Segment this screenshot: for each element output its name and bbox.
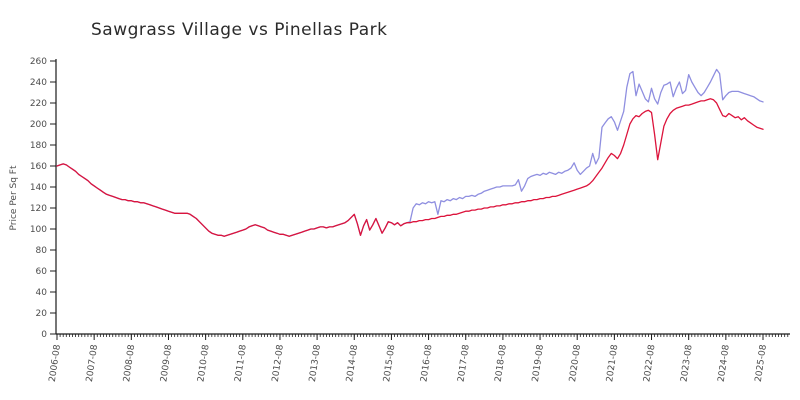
y-tick-label: 180 <box>30 141 47 151</box>
x-tick-label: 2013-08 <box>308 344 323 383</box>
x-tick-label: 2022-08 <box>642 344 657 383</box>
x-tick-label: 2025-08 <box>754 344 769 383</box>
x-tick-label: 2016-08 <box>419 344 434 383</box>
y-tick-label: 220 <box>30 99 47 109</box>
x-tick-label: 2019-08 <box>531 344 546 383</box>
x-tick-label: 2011-08 <box>234 344 249 383</box>
y-tick-label: 120 <box>30 204 47 214</box>
y-tick-label: 140 <box>30 183 47 193</box>
y-tick-label: 40 <box>36 288 48 298</box>
y-tick-label: 160 <box>30 162 47 172</box>
x-tick-label: 2008-08 <box>122 344 137 383</box>
x-tick-label: 2020-08 <box>568 344 583 383</box>
x-tick-label: 2012-08 <box>271 344 286 383</box>
y-tick-label: 80 <box>36 246 48 256</box>
x-tick-label: 2021-08 <box>605 344 620 383</box>
x-tick-label: 2006-08 <box>48 344 63 383</box>
y-tick-label: 260 <box>30 57 47 67</box>
x-tick-label: 2010-08 <box>196 344 211 383</box>
chart-title: Sawgrass Village vs Pinellas Park <box>91 20 388 40</box>
red-series-line <box>56 98 764 237</box>
y-tick-label: 20 <box>36 309 48 319</box>
x-tick-label: 2017-08 <box>457 344 472 383</box>
y-tick-label: 60 <box>36 267 48 277</box>
y-tick-label: 200 <box>30 120 47 130</box>
x-tick-label: 2018-08 <box>494 344 509 383</box>
x-tick-label: 2023-08 <box>680 344 695 383</box>
x-tick-label: 2015-08 <box>382 344 397 383</box>
y-tick-label: 100 <box>30 225 47 235</box>
x-tick-label: 2024-08 <box>717 344 732 383</box>
y-tick-label: 0 <box>41 330 47 340</box>
y-axis-title: Price Per Sq Ft <box>9 165 19 230</box>
x-tick-label: 2014-08 <box>345 344 360 383</box>
y-tick-label: 240 <box>30 78 47 88</box>
x-tick-label: 2007-08 <box>85 344 100 383</box>
x-tick-label: 2009-08 <box>159 344 174 383</box>
